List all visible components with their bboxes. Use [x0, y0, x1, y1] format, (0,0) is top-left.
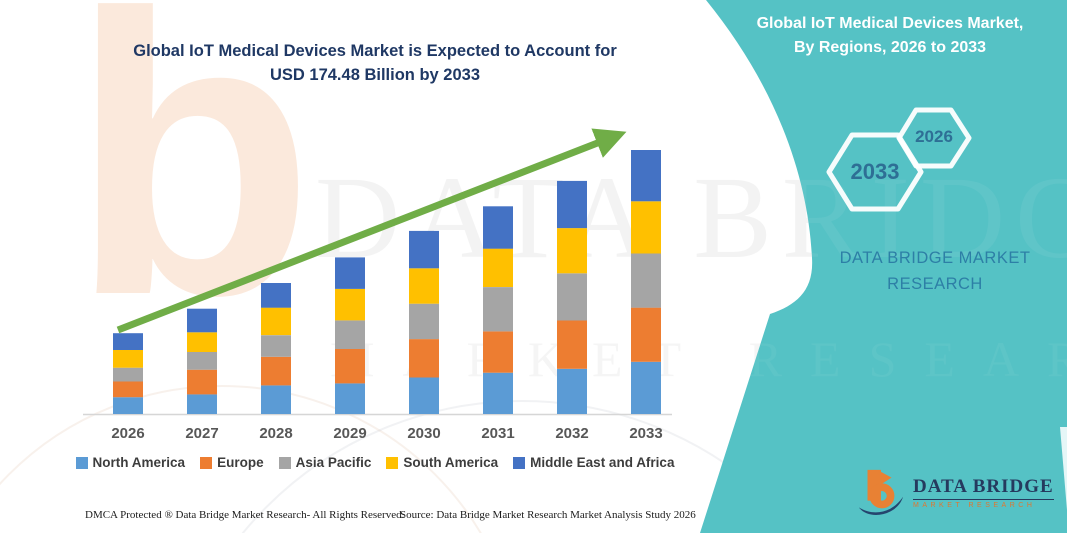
footer-dmca-text: DMCA Protected ® Data Bridge Market Rese…: [85, 509, 405, 521]
bar-segment-2026-middle-east-and-africa: [113, 333, 143, 350]
legend-label: South America: [403, 455, 499, 470]
bar-segment-2029-south-america: [335, 288, 365, 321]
bar-segment-2032-middle-east-and-africa: [557, 180, 587, 229]
bar-segment-2030-north-america: [409, 377, 439, 414]
corner-accent: [1060, 427, 1067, 510]
trend-arrow: [116, 128, 627, 334]
bar-segment-2026-asia-pacific: [113, 367, 143, 382]
bar-segment-2030-middle-east-and-africa: [409, 230, 439, 269]
sidebar-title-line1: Global IoT Medical Devices Market,: [756, 15, 1024, 32]
bar-segment-2028-north-america: [261, 385, 291, 414]
x-axis-label-2027: 2027: [185, 425, 218, 442]
bar-segment-2027-europe: [187, 369, 217, 395]
footer-source-text: Source: Data Bridge Market Research Mark…: [400, 509, 696, 521]
x-axis-label-2026: 2026: [111, 425, 144, 442]
bar-segment-2031-middle-east-and-africa: [483, 206, 513, 249]
chart-title-line2: USD 174.48 Billion by 2033: [269, 65, 480, 84]
legend-item-europe: Europe: [200, 455, 264, 470]
legend-swatch: [278, 456, 291, 469]
bar-segment-2033-europe: [631, 307, 661, 362]
legend-swatch: [200, 456, 213, 469]
hexagon-small-outline: [896, 107, 972, 169]
x-axis-label-2032: 2032: [555, 425, 588, 442]
bar-segment-2030-south-america: [409, 268, 439, 304]
bar-segment-2028-middle-east-and-africa: [261, 283, 291, 308]
legend-item-asia-pacific: Asia Pacific: [278, 455, 372, 470]
chart-title: Global IoT Medical Devices Market is Exp…: [75, 40, 675, 88]
legend-label: Middle East and Africa: [530, 455, 675, 470]
bar-segment-2033-south-america: [631, 201, 661, 254]
legend-item-south-america: South America: [386, 455, 498, 470]
chart-legend: North America Europe Asia Pacific South Ame…: [75, 455, 675, 470]
company-logo-subtitle: MARKET RESEARCH: [913, 501, 1036, 509]
sidebar-brand-line2: RESEARCH: [887, 274, 983, 293]
bar-segment-2027-asia-pacific: [187, 352, 217, 370]
bar-segment-2029-europe: [335, 348, 365, 384]
legend-item-middle-east-and-africa: Middle East and Africa: [513, 455, 674, 470]
legend-label: Europe: [217, 455, 264, 470]
watermark-text-light-line2: MARKET RESEARCH: [330, 331, 1067, 387]
sidebar-brand-text: DATA BRIDGE MARKET RESEARCH: [805, 246, 1065, 297]
x-axis-label-2030: 2030: [407, 425, 440, 442]
legend-swatch: [386, 456, 399, 469]
bar-segment-2033-asia-pacific: [631, 253, 661, 308]
bar-segment-2031-north-america: [483, 372, 513, 414]
company-logo-title: DATA BRIDGE: [913, 476, 1054, 500]
bar-segment-2026-europe: [113, 381, 143, 398]
bar-segment-2030-europe: [409, 339, 439, 378]
legend-label: North America: [92, 455, 186, 470]
bar-segment-2029-middle-east-and-africa: [335, 257, 365, 289]
bar-segment-2033-middle-east-and-africa: [631, 150, 661, 202]
bar-segment-2029-north-america: [335, 383, 365, 414]
watermark-text-light-line1: DATA BRIDGE: [315, 152, 1067, 283]
company-logo-text: DATA BRIDGE MARKET RESEARCH: [913, 476, 1054, 509]
hexagon-large-outline: [826, 132, 924, 212]
bar-segment-2032-europe: [557, 320, 587, 369]
company-logo-mark: [858, 469, 904, 515]
bar-segment-2032-asia-pacific: [557, 273, 587, 321]
sidebar-title-line2: By Regions, 2026 to 2033: [793, 39, 987, 56]
hexagon-large-label: 2033: [850, 159, 900, 184]
bar-segment-2027-south-america: [187, 332, 217, 352]
bar-segment-2026-south-america: [113, 350, 143, 368]
stacked-bar-chart: 2026 2027 2028 2029 2030 2031 2032 2033: [83, 128, 672, 442]
sidebar-brand-line1: DATA BRIDGE MARKET: [839, 249, 1031, 267]
bar-segment-2032-north-america: [557, 368, 587, 414]
sidebar-title: Global IoT Medical Devices Market, By Re…: [740, 12, 1040, 60]
x-axis-label-2028: 2028: [259, 425, 292, 442]
legend-swatch: [75, 456, 88, 469]
x-axis-label-2029: 2029: [333, 425, 366, 442]
bar-segment-2031-europe: [483, 331, 513, 373]
bar-segment-2028-asia-pacific: [261, 335, 291, 357]
x-axis-label-2033: 2033: [629, 425, 662, 442]
bar-segment-2027-middle-east-and-africa: [187, 308, 217, 333]
bars-group: [113, 150, 661, 414]
bar-segment-2032-south-america: [557, 228, 587, 274]
x-axis-label-2031: 2031: [481, 425, 514, 442]
bar-segment-2031-asia-pacific: [483, 287, 513, 332]
legend-label: Asia Pacific: [295, 455, 372, 470]
chart-title-line1: Global IoT Medical Devices Market is Exp…: [133, 42, 617, 60]
bar-segment-2029-asia-pacific: [335, 320, 365, 349]
bar-segment-2026-north-america: [113, 397, 143, 414]
hexagon-small-label: 2026: [915, 127, 953, 146]
bar-segment-2031-south-america: [483, 248, 513, 287]
legend-swatch: [513, 456, 526, 469]
x-axis-labels: 2026 2027 2028 2029 2030 2031 2032 2033: [111, 425, 662, 442]
sidebar-teal-shape: [700, 0, 1067, 533]
bar-segment-2030-asia-pacific: [409, 303, 439, 340]
bar-segment-2028-south-america: [261, 307, 291, 336]
bar-segment-2027-north-america: [187, 394, 217, 414]
company-logo: DATA BRIDGE MARKET RESEARCH: [855, 468, 1054, 516]
bar-segment-2033-north-america: [631, 361, 661, 414]
bar-segment-2028-europe: [261, 356, 291, 386]
legend-item-north-america: North America: [75, 455, 186, 470]
